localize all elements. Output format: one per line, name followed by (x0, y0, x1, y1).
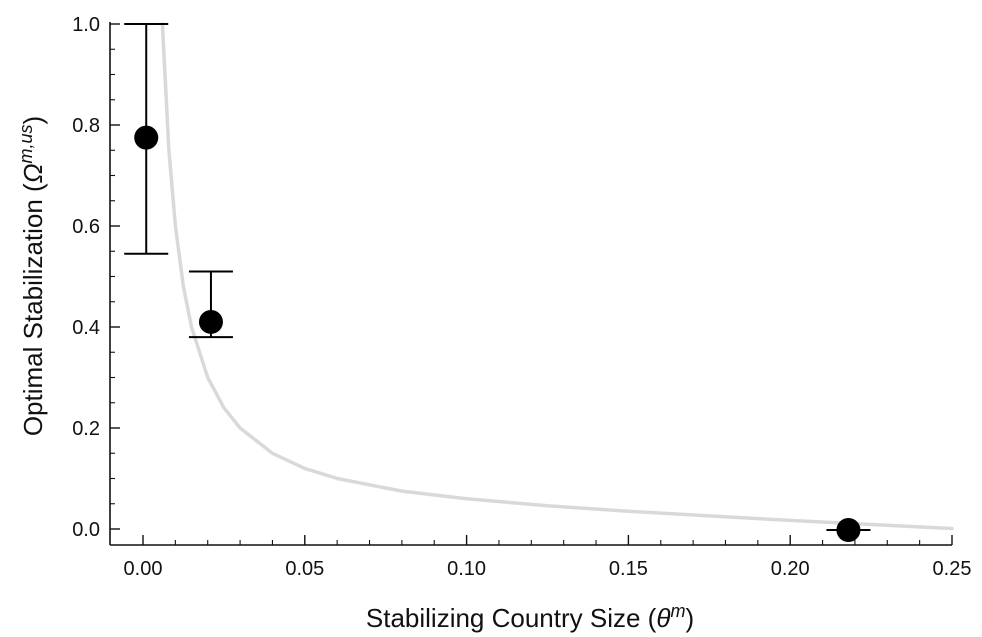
y-tick-label: 0.8 (72, 115, 100, 137)
y-axis-label: Optimal Stabilization (Ωm,us) (16, 116, 48, 436)
curve-line (160, 22, 954, 531)
x-axis-label: Stabilizing Country Size (θm) (366, 601, 694, 633)
y-tick-label: 0.4 (72, 317, 100, 339)
y-tick-label: 0.2 (72, 418, 100, 440)
data-point (134, 125, 159, 150)
x-tick-label: 0.05 (285, 558, 324, 580)
data-point (198, 309, 223, 334)
x-tick-label: 0.10 (447, 558, 486, 580)
y-tick-label: 0.0 (72, 519, 100, 541)
axes (109, 22, 953, 546)
data-point (836, 518, 861, 543)
y-tick-label: 0.6 (72, 216, 100, 238)
x-tick-label: 0.25 (933, 558, 972, 580)
curve-layer (160, 22, 954, 531)
y-tick-label: 1.0 (72, 14, 100, 36)
x-tick-label: 0.15 (609, 558, 648, 580)
x-tick-label: 0.20 (771, 558, 810, 580)
minor-ticks (110, 48, 921, 545)
x-tick-label: 0.00 (124, 558, 163, 580)
data-points (124, 23, 871, 543)
tick-labels: 0.00 0.05 0.10 0.15 0.20 0.25 0.0 0.2 0.4 0.6 0.8 1… (72, 14, 971, 580)
